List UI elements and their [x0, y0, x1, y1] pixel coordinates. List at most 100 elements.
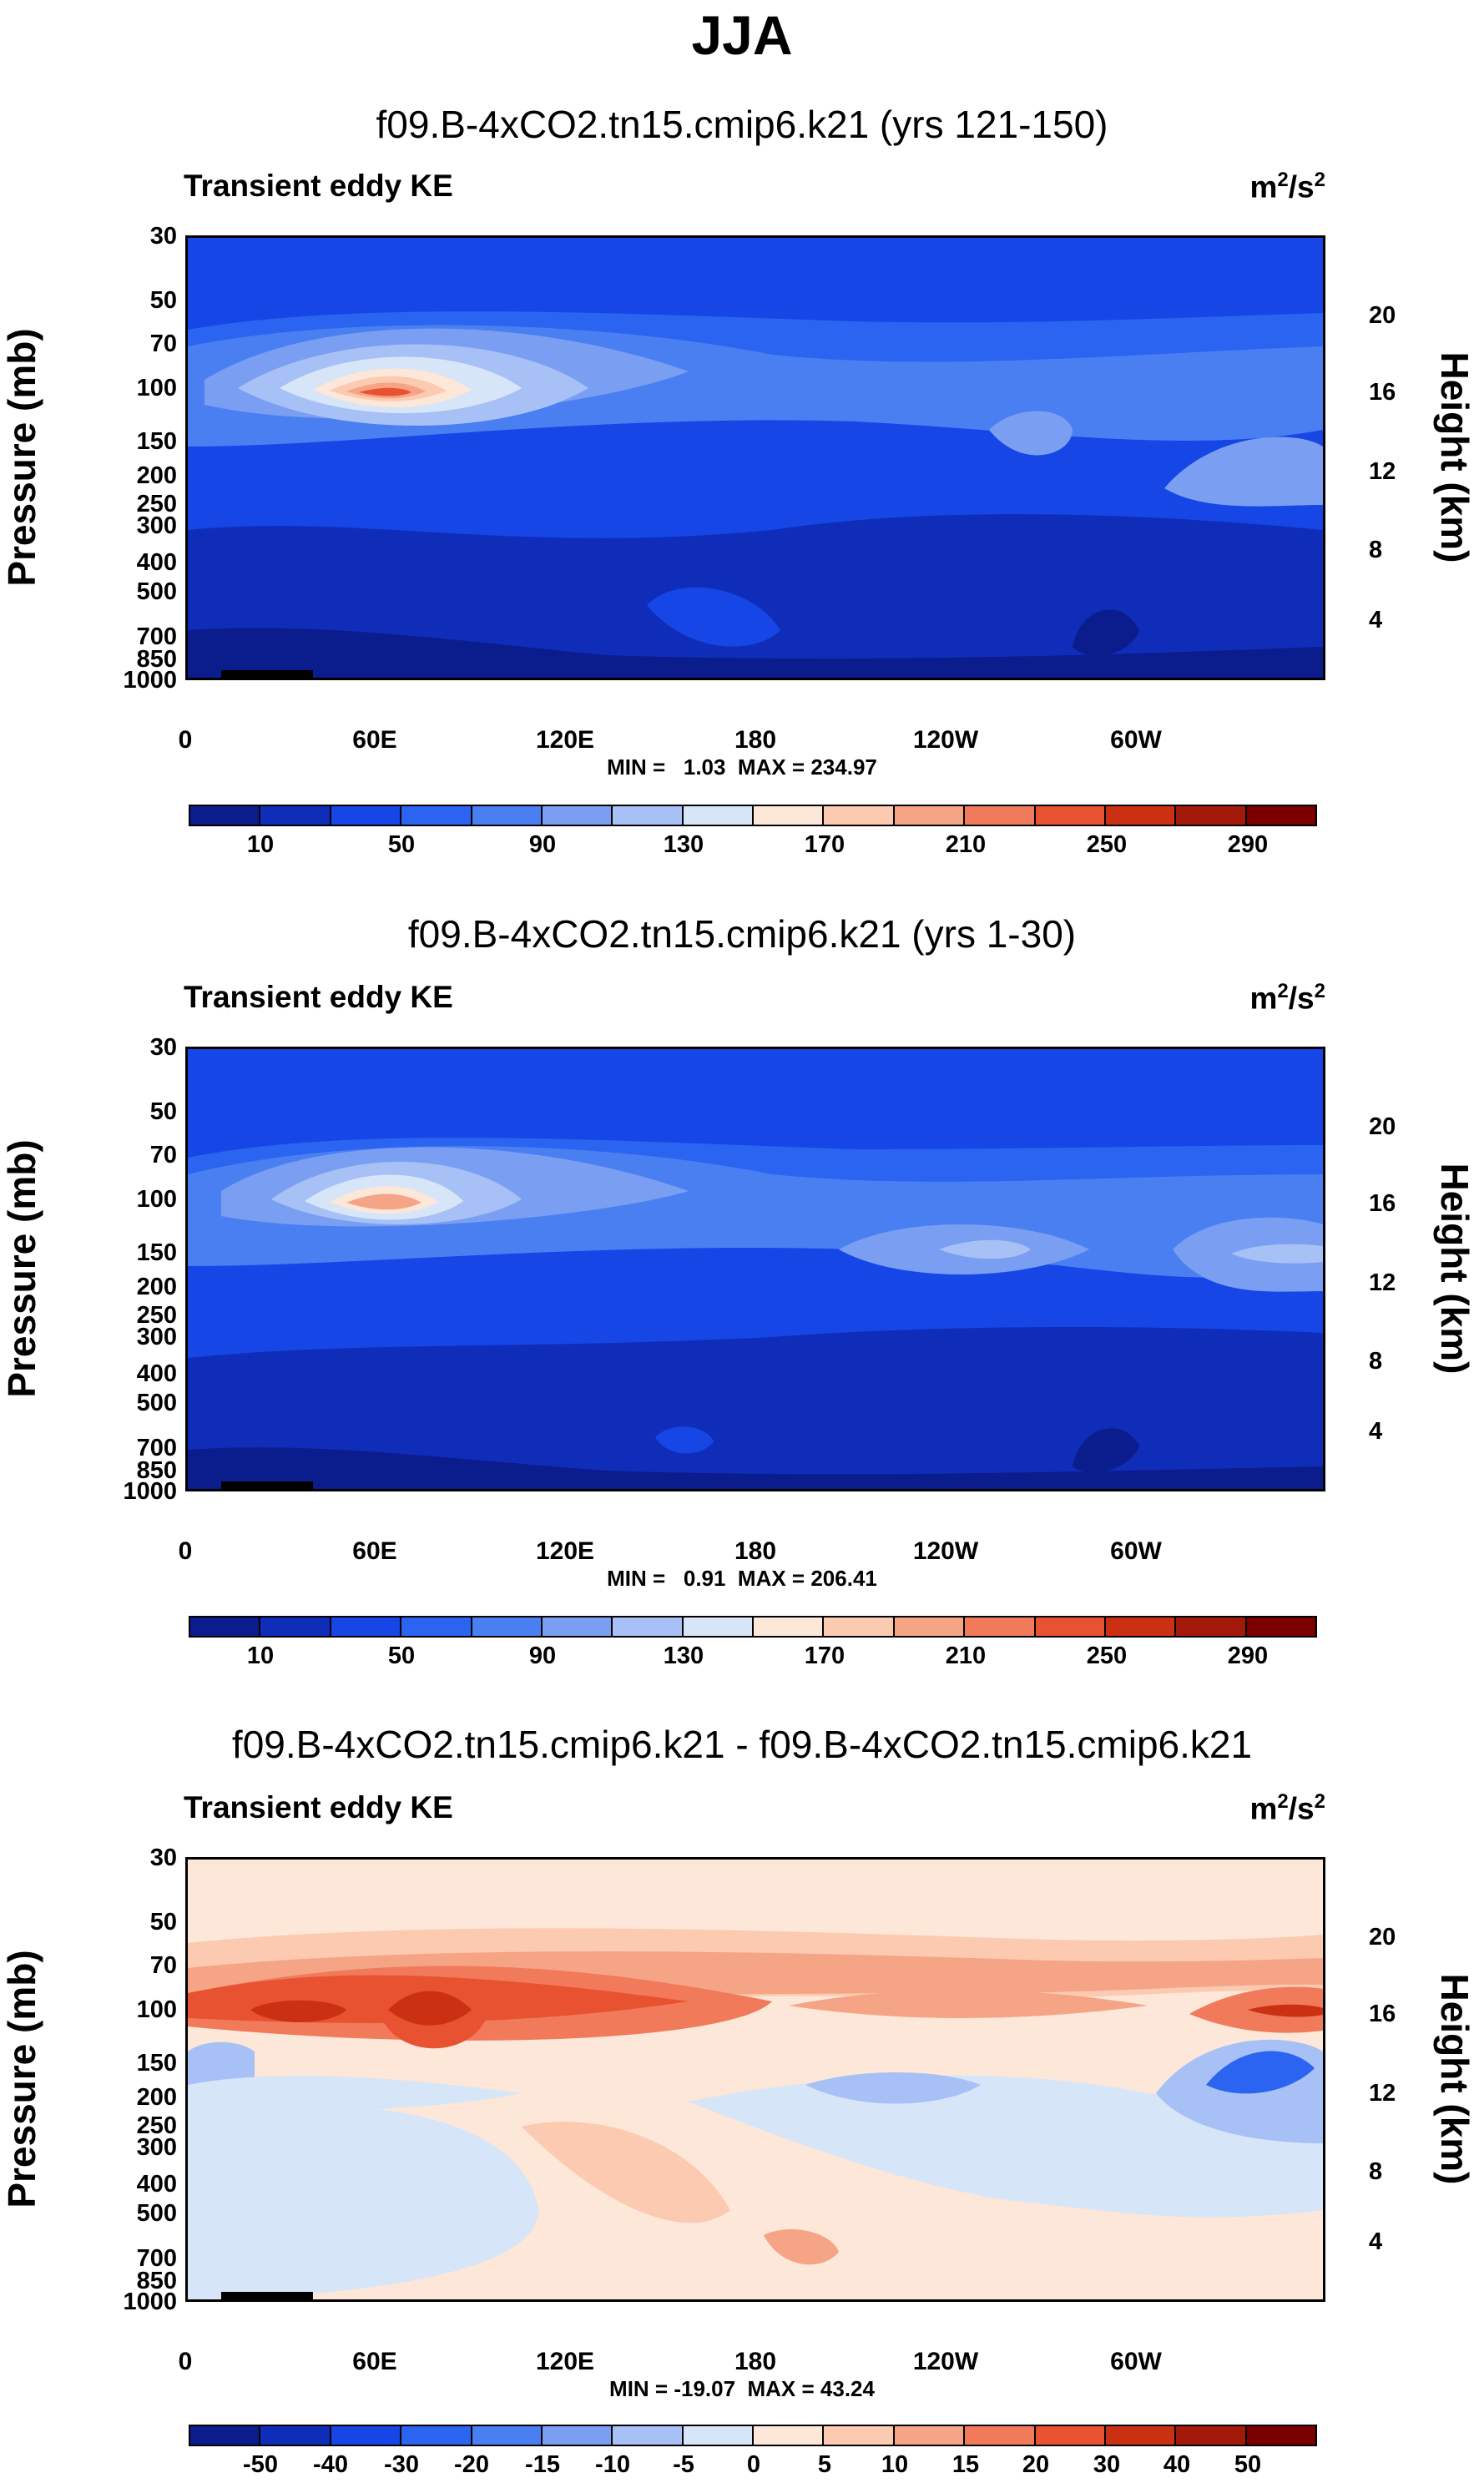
panel-3-colorbar-label: 30: [1093, 2451, 1121, 2478]
panel-3-ytick: 200: [136, 2084, 177, 2111]
panel-3-colorbar-label: 5: [817, 2451, 832, 2478]
panel-3-colorbar-label: -15: [525, 2451, 560, 2478]
panel-1-xtick: 180: [734, 726, 777, 754]
colorbar-segment: [754, 2426, 825, 2445]
colorbar-segment: [1105, 806, 1177, 825]
panel-2-ytick: 700: [136, 1435, 177, 1461]
panel-2-colorbar-label: 10: [246, 1643, 275, 1669]
colorbar-segment: [260, 806, 331, 825]
panel-1-xtick: 60W: [1110, 726, 1162, 754]
panel-2-ytick: 70: [149, 1142, 177, 1168]
colorbar-segment: [683, 2426, 754, 2445]
colorbar-segment: [331, 2426, 402, 2445]
colorbar-segment: [613, 806, 684, 825]
colorbar-segment: [1176, 2426, 1247, 2445]
panel-3-colorbar-label: 10: [881, 2451, 909, 2478]
panel-1-contour-svg: [188, 238, 1323, 678]
colorbar-segment: [754, 806, 825, 825]
colorbar-segment: [472, 2426, 543, 2445]
panel-1-ytick: 70: [149, 331, 177, 357]
colorbar-segment: [894, 2426, 966, 2445]
panel-2-colorbar-label: 130: [663, 1643, 704, 1669]
panel-3-height-tick: 20: [1369, 1924, 1396, 1951]
panel-1-ytick: 250: [136, 491, 177, 517]
panel-2-height-tick: 8: [1369, 1348, 1383, 1375]
panel-2-colorbar-label: 170: [804, 1643, 845, 1669]
panel-1-colorbar-label: 290: [1227, 831, 1269, 858]
panel-2-ytick: 300: [136, 1324, 177, 1350]
colorbar-segment: [965, 2426, 1036, 2445]
panel-3-colorbar-label: -30: [384, 2451, 419, 2478]
panel-1-colorbar-label: 250: [1086, 831, 1128, 858]
panel-2-colorbar-label: 50: [387, 1643, 416, 1669]
panel-3-ytick: 30: [149, 1845, 177, 1871]
panel-3-units: m2/s2: [1249, 1790, 1325, 1826]
panel-3-xtick: 120W: [912, 2348, 979, 2375]
colorbar-segment: [331, 806, 402, 825]
colorbar-segment: [683, 1617, 754, 1636]
colorbar-segment: [824, 2426, 895, 2445]
panel-3-colorbar-label: -10: [595, 2451, 630, 2478]
panel-1-y2label: Height (km): [1433, 351, 1476, 563]
panel-2-height-tick: 12: [1369, 1269, 1396, 1296]
panel-3-contour-plot: [185, 1857, 1325, 2302]
colorbar-segment: [260, 1617, 331, 1636]
panel-3-colorbar-label: 20: [1022, 2451, 1050, 2478]
colorbar-segment: [260, 2426, 331, 2445]
colorbar-segment: [472, 806, 543, 825]
colorbar-segment: [1176, 1617, 1247, 1636]
panel-3-height-tick: 16: [1369, 2001, 1396, 2027]
panel-2-colorbar-label: 210: [945, 1643, 987, 1669]
panel-3-ytick: 300: [136, 2134, 177, 2161]
panel-2-colorbar-label: 290: [1227, 1643, 1269, 1669]
panel-2-xtick: 60E: [352, 1537, 397, 1565]
panel-3-ytick: 700: [136, 2245, 177, 2272]
panel-3-y2label: Height (km): [1433, 1973, 1476, 2185]
panel-2-colorbar: [189, 1616, 1317, 1638]
panel-1-colorbar-label: 170: [804, 831, 845, 858]
panel-3-xtick: 60E: [352, 2348, 397, 2375]
colorbar-segment: [1105, 1617, 1177, 1636]
panel-1-ytick: 150: [136, 428, 177, 455]
panel-1-colorbar-label: 10: [246, 831, 275, 858]
panel-1-colorbar-label: 210: [945, 831, 987, 858]
panel-3-colorbar: [189, 2425, 1317, 2446]
panel-2-xtick: 0: [178, 1537, 193, 1565]
colorbar-segment: [1246, 2426, 1315, 2445]
panel-2-title: f09.B-4xCO2.tn15.cmip6.k21 (yrs 1-30): [407, 912, 1077, 956]
colorbar-segment: [894, 806, 966, 825]
panel-2-height-tick: 4: [1369, 1418, 1383, 1445]
panel-1-colorbar: [189, 805, 1317, 826]
panel-1-ytick: 700: [136, 623, 177, 650]
panel-2-minmax: MIN = 0.91 MAX = 206.41: [607, 1566, 877, 1591]
panel-1-ytick: 1000: [123, 667, 177, 694]
panel-2-contour-svg: [188, 1049, 1323, 1489]
colorbar-segment: [1105, 2426, 1177, 2445]
panel-3-xtick: 120E: [535, 2348, 595, 2375]
panel-2-colorbar-label: 250: [1086, 1643, 1128, 1669]
panel-3-colorbar-label: -50: [243, 2451, 278, 2478]
panel-2-xtick: 120W: [912, 1537, 979, 1565]
panel-2-ylabel: Pressure (mb): [0, 1139, 43, 1398]
panel-1-title: f09.B-4xCO2.tn15.cmip6.k21 (yrs 121-150): [376, 103, 1108, 146]
colorbar-segment: [472, 1617, 543, 1636]
colorbar-segment: [965, 806, 1036, 825]
panel-1-ytick: 400: [136, 549, 177, 576]
panel-1-height-tick: 8: [1369, 537, 1383, 563]
panel-1-colorbar-label: 90: [528, 831, 557, 858]
panel-3-ytick: 150: [136, 2050, 177, 2077]
colorbar-segment: [542, 2426, 613, 2445]
panel-2-ytick: 30: [149, 1034, 177, 1061]
page-title: JJA: [691, 4, 793, 66]
panel-2-ytick: 100: [136, 1186, 177, 1213]
colorbar-segment: [401, 806, 472, 825]
panel-1-contour-plot: [185, 235, 1325, 680]
panel-2-ytick: 50: [149, 1098, 177, 1125]
panel-1-variable-label: Transient eddy KE: [184, 169, 453, 203]
panel-1-xtick: 60E: [352, 726, 397, 754]
panel-3-height-tick: 4: [1369, 2228, 1383, 2255]
colorbar-segment: [542, 806, 613, 825]
panel-2-ytick: 250: [136, 1302, 177, 1329]
panel-1-ytick: 100: [136, 375, 177, 401]
panel-3-colorbar-label: -5: [673, 2451, 694, 2478]
